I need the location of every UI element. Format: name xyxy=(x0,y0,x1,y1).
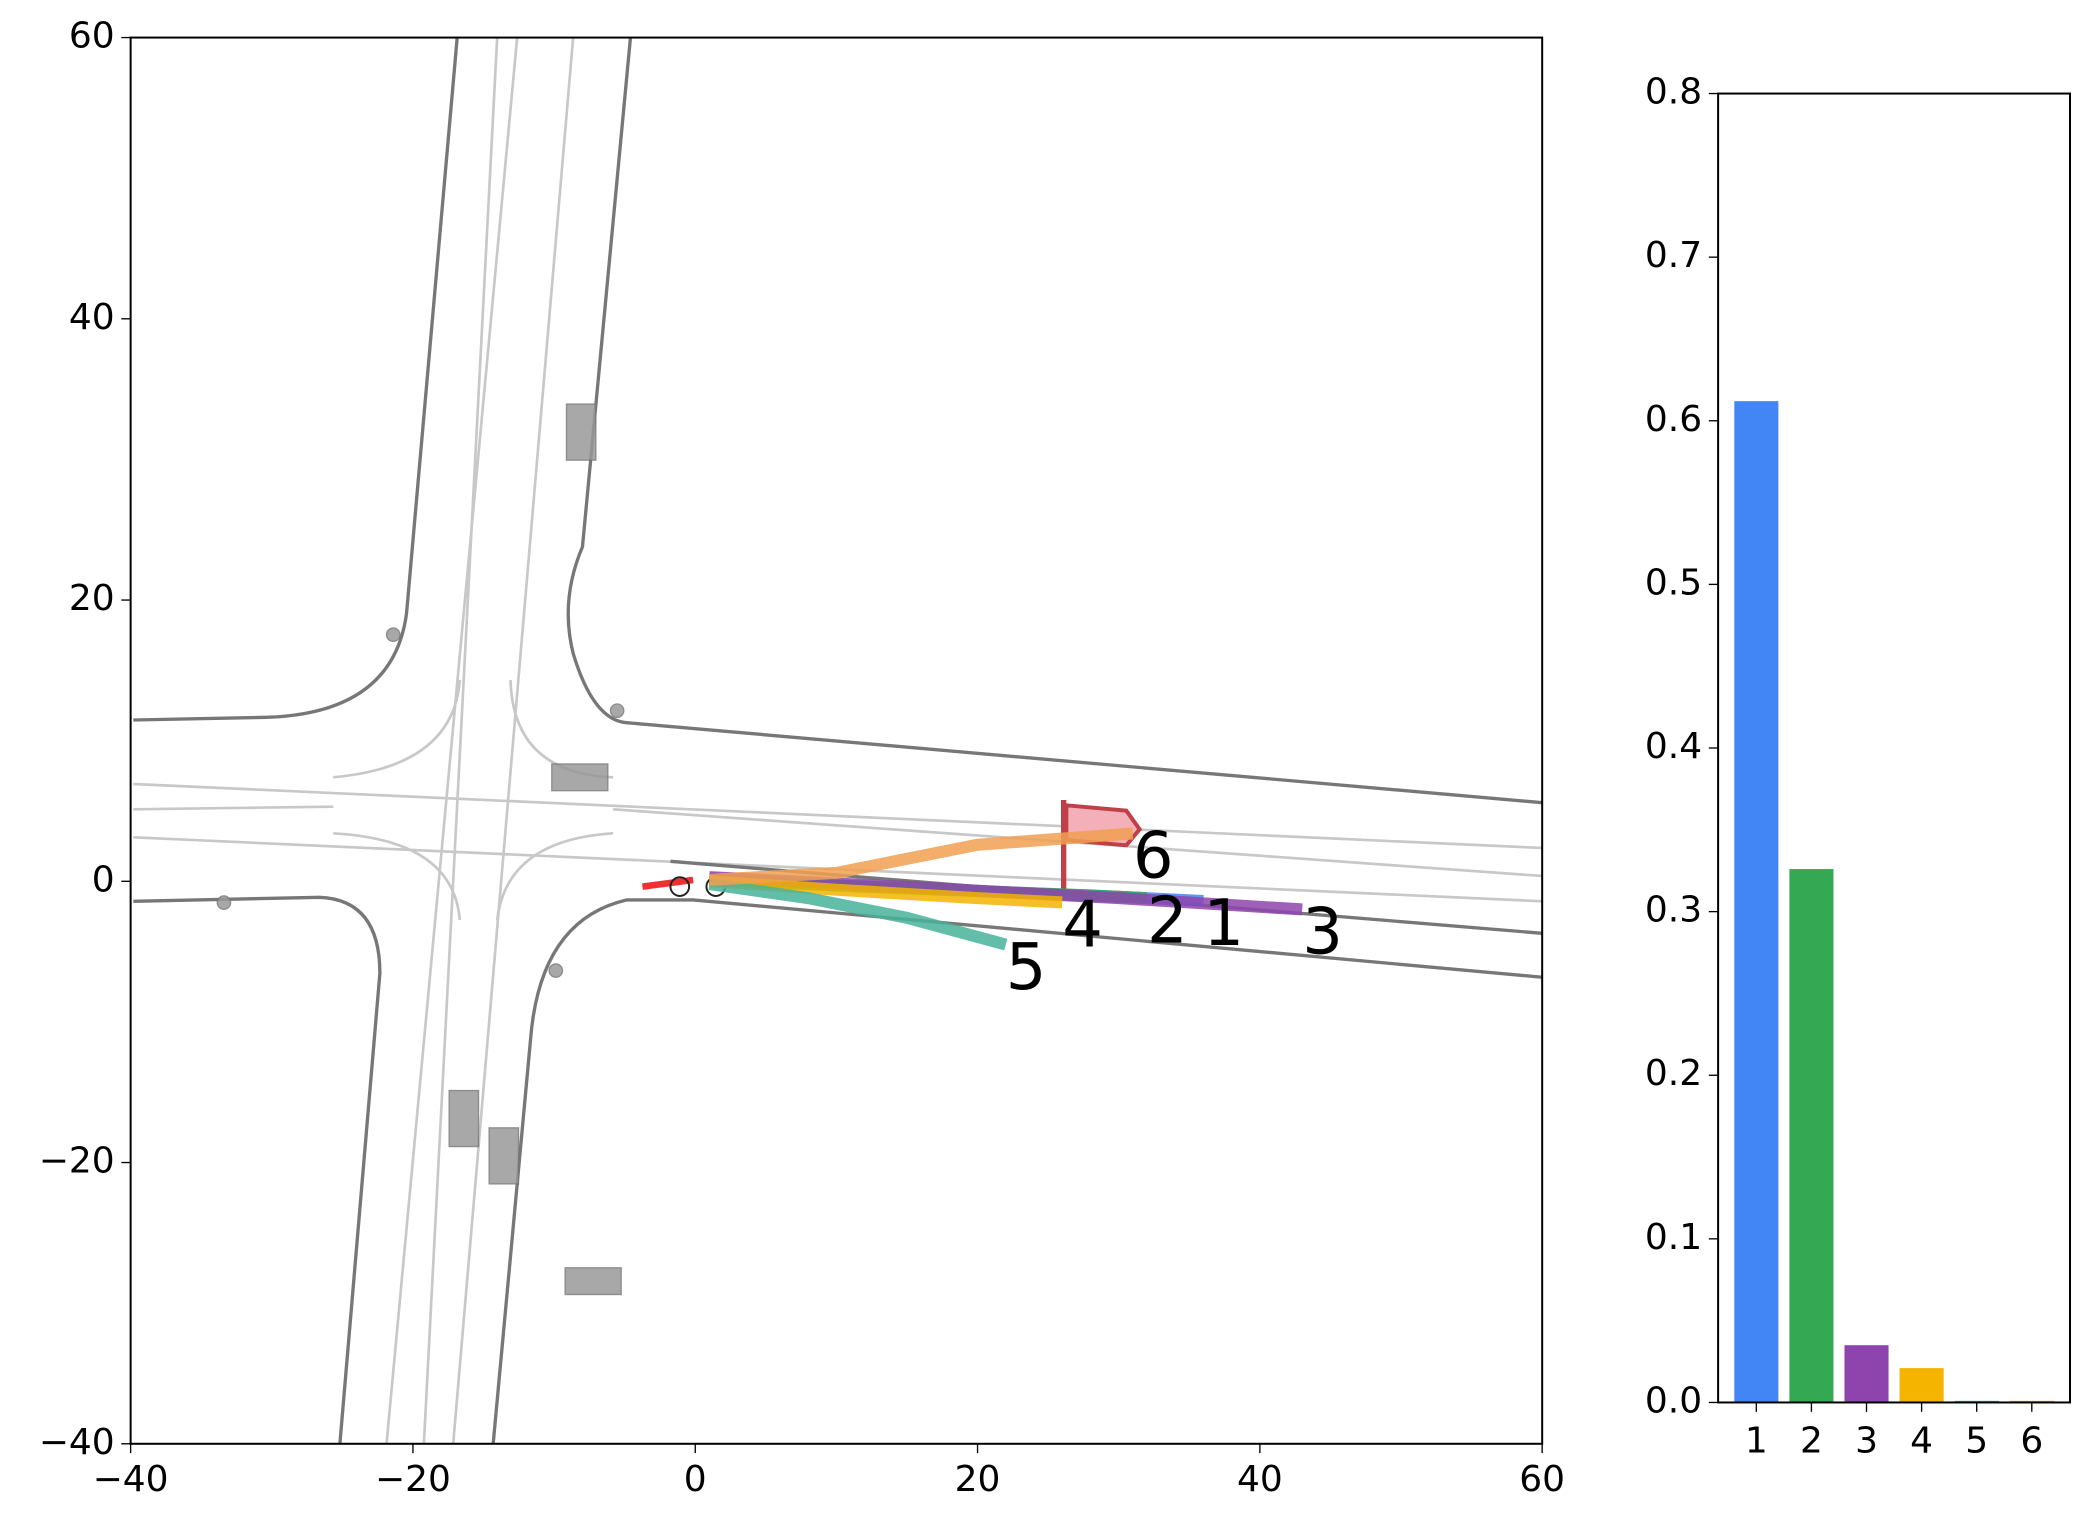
trajectory xyxy=(709,827,1134,886)
x-tick-label: 20 xyxy=(955,1459,1001,1500)
bar xyxy=(1789,869,1834,1403)
trajectory xyxy=(708,878,1008,951)
y-tick-label: 40 xyxy=(69,297,115,338)
plot-frame xyxy=(129,36,1544,1445)
trajectory-label: 6 xyxy=(1133,820,1174,894)
map xyxy=(133,37,1543,1444)
y-tick-label: 0.3 xyxy=(1645,890,1702,931)
y-tick-label: 0.0 xyxy=(1645,1380,1702,1421)
trajectory-label: 1 xyxy=(1203,887,1244,961)
y-tick-label: 60 xyxy=(69,16,115,57)
ego-history xyxy=(642,876,694,890)
road-edges xyxy=(133,37,1543,1444)
x-tick-label: −20 xyxy=(375,1459,451,1500)
x-tick-label: 4 xyxy=(1910,1420,1933,1461)
trajectory-label: 3 xyxy=(1302,896,1343,970)
trajectory-label: 2 xyxy=(1147,884,1188,958)
x-tick-label: 40 xyxy=(1237,1459,1283,1500)
x-tick-label: −40 xyxy=(93,1459,169,1500)
bar xyxy=(1844,1345,1889,1403)
y-tick-label: 0.4 xyxy=(1645,726,1702,767)
trajectory-label: 4 xyxy=(1062,889,1103,963)
x-tick-label: 0 xyxy=(684,1459,707,1500)
y-tick-label: 0.1 xyxy=(1645,1217,1702,1258)
y-tick-label: 0.6 xyxy=(1645,399,1702,440)
y-tick-label: 0 xyxy=(92,859,115,900)
y-tick-label: 0.7 xyxy=(1645,235,1702,276)
y-tick-label: 20 xyxy=(69,578,115,619)
y-tick-label: 0.8 xyxy=(1645,72,1702,113)
bar xyxy=(1899,1368,1944,1403)
x-tick-label: 6 xyxy=(2020,1420,2043,1461)
x-tick-label: 1 xyxy=(1745,1420,1768,1461)
x-tick-label: 2 xyxy=(1800,1420,1823,1461)
y-tick-label: −20 xyxy=(39,1141,115,1182)
y-tick-label: 0.2 xyxy=(1645,1053,1702,1094)
y-tick-label: 0.5 xyxy=(1645,562,1702,603)
bar xyxy=(1734,401,1779,1403)
x-tick-label: 60 xyxy=(1519,1459,1565,1500)
trajectory-label: 5 xyxy=(1006,931,1047,1005)
y-tick-label: −40 xyxy=(39,1422,115,1463)
x-tick-label: 3 xyxy=(1855,1420,1878,1461)
x-tick-label: 5 xyxy=(1965,1420,1988,1461)
objects xyxy=(216,403,625,1296)
trajectory xyxy=(708,875,1063,909)
